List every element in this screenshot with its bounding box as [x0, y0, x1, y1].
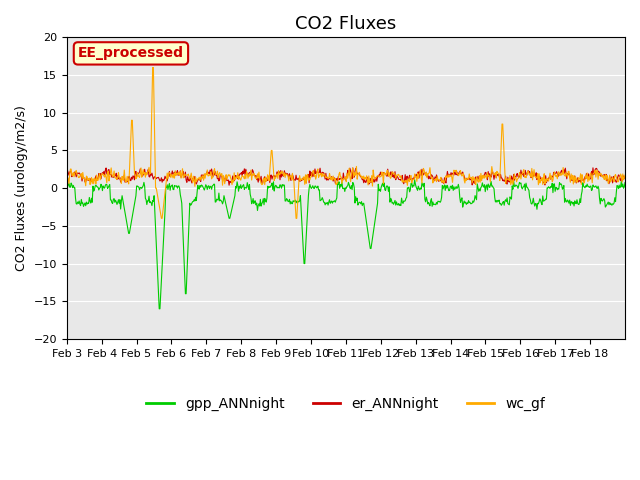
- gpp_ANNnight: [129, 214, 136, 219]
- gpp_ANNnight: [436, 200, 444, 205]
- wc_gf: [63, 171, 70, 177]
- Line: gpp_ANNnight: gpp_ANNnight: [67, 180, 625, 309]
- wc_gf: [149, 65, 157, 71]
- er_ANNnight: [404, 178, 412, 184]
- er_ANNnight: [232, 173, 239, 179]
- Text: EE_processed: EE_processed: [78, 47, 184, 60]
- wc_gf: [621, 172, 629, 178]
- gpp_ANNnight: [411, 177, 419, 182]
- er_ANNnight: [280, 168, 288, 174]
- er_ANNnight: [436, 178, 444, 183]
- wc_gf: [281, 175, 289, 180]
- er_ANNnight: [621, 176, 629, 181]
- Line: wc_gf: wc_gf: [67, 68, 625, 218]
- gpp_ANNnight: [63, 182, 70, 188]
- gpp_ANNnight: [621, 180, 629, 185]
- wc_gf: [129, 118, 136, 123]
- er_ANNnight: [63, 174, 70, 180]
- Y-axis label: CO2 Fluxes (urology/m2/s): CO2 Fluxes (urology/m2/s): [15, 105, 28, 271]
- er_ANNnight: [589, 165, 597, 171]
- wc_gf: [260, 175, 268, 181]
- er_ANNnight: [225, 182, 233, 188]
- Title: CO2 Fluxes: CO2 Fluxes: [295, 15, 397, 33]
- er_ANNnight: [129, 176, 136, 182]
- gpp_ANNnight: [280, 182, 288, 188]
- Line: er_ANNnight: er_ANNnight: [67, 168, 625, 185]
- Legend: gpp_ANNnight, er_ANNnight, wc_gf: gpp_ANNnight, er_ANNnight, wc_gf: [141, 391, 551, 417]
- wc_gf: [232, 174, 240, 180]
- gpp_ANNnight: [404, 185, 412, 191]
- wc_gf: [157, 216, 165, 221]
- gpp_ANNnight: [259, 196, 267, 202]
- gpp_ANNnight: [156, 306, 163, 312]
- er_ANNnight: [259, 177, 267, 183]
- gpp_ANNnight: [232, 184, 239, 190]
- wc_gf: [436, 177, 444, 182]
- wc_gf: [405, 176, 413, 182]
